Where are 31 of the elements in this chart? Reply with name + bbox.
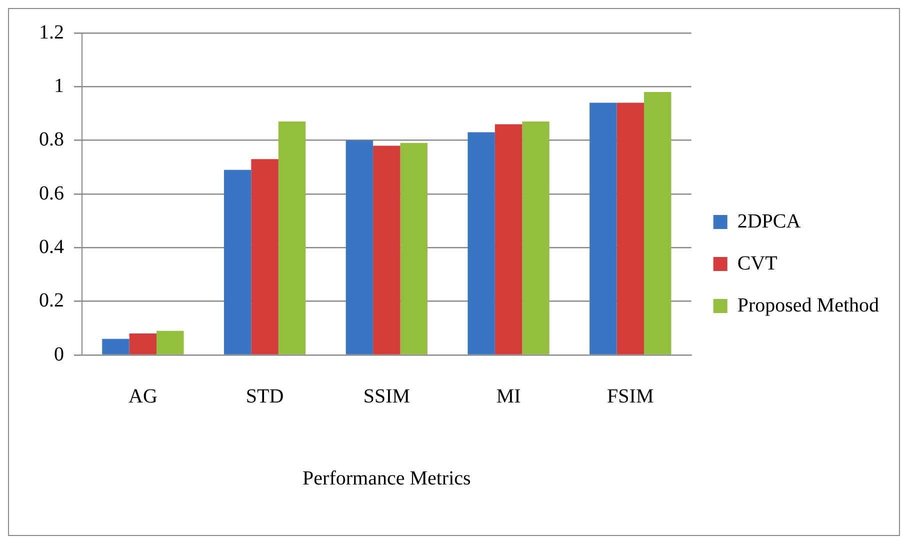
bar [251, 159, 278, 354]
y-tick-label: 0.4 [39, 236, 64, 258]
bar [346, 140, 374, 354]
x-tick-label: MI [496, 385, 521, 408]
bar [522, 122, 550, 354]
x-tick-label: STD [246, 385, 284, 408]
y-tick-label: 0 [54, 343, 64, 366]
x-tick-label: AG [128, 385, 158, 408]
bar [102, 338, 130, 354]
bar [590, 102, 617, 354]
bar [468, 132, 495, 354]
x-tick-label: FSIM [607, 385, 654, 408]
bar [373, 146, 400, 354]
legend-label: CVT [737, 252, 778, 274]
x-tick-label: SSIM [363, 385, 410, 408]
bar [644, 92, 672, 354]
y-tick-label: 1 [54, 74, 64, 97]
y-tick-label: 1.2 [39, 21, 64, 44]
bar [224, 170, 252, 354]
y-tick-label: 0.8 [39, 128, 64, 151]
bar [400, 143, 428, 354]
y-tick-label: 0.2 [39, 290, 64, 312]
legend-label: Proposed Method [737, 294, 880, 316]
bar [494, 124, 522, 354]
bar [616, 102, 644, 354]
bar [278, 122, 306, 354]
bar [129, 334, 157, 354]
x-axis-title: Performance Metrics [302, 467, 472, 490]
y-tick-label: 0.6 [39, 182, 64, 204]
bar [156, 330, 184, 354]
legend-label: 2DPCA [737, 210, 802, 232]
